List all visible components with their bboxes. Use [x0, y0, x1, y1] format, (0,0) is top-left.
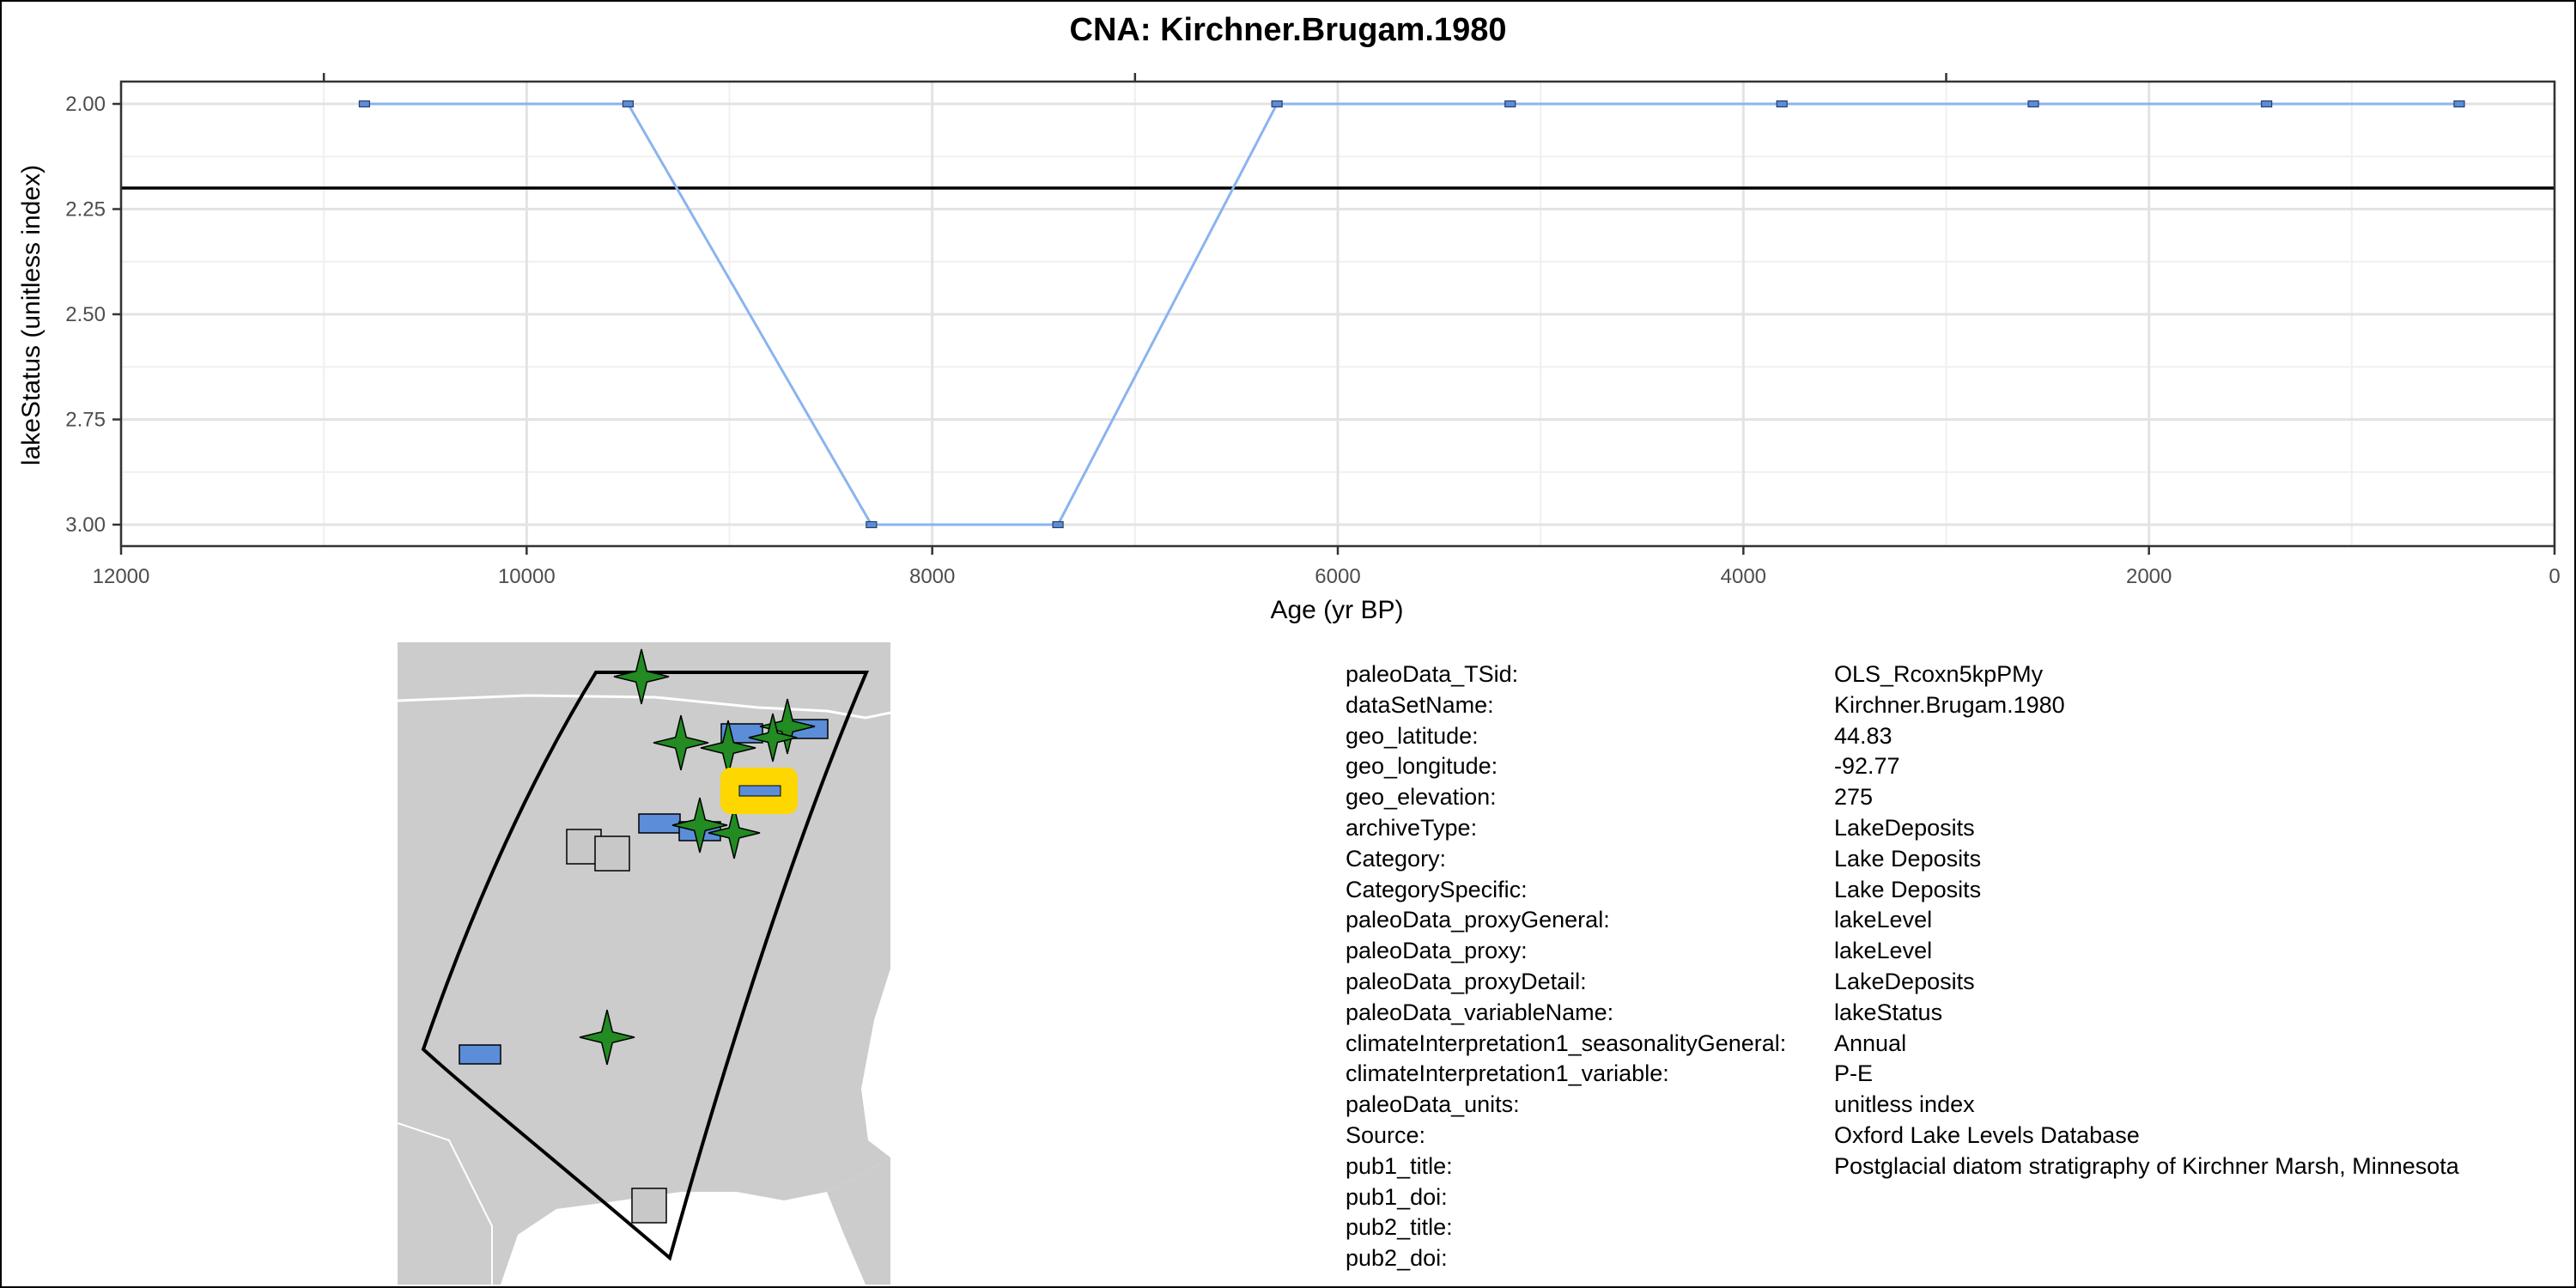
metadata-key: archiveType:	[1346, 814, 1478, 841]
metadata-value: 44.83	[1834, 722, 1893, 749]
map-marker-star	[708, 806, 761, 860]
metadata-value: Lake Deposits	[1834, 845, 1982, 872]
metadata-key: dataSetName:	[1346, 691, 1494, 718]
metadata-key: paleoData_variableName:	[1346, 999, 1614, 1025]
metadata-key: Category:	[1346, 845, 1447, 872]
map-peninsula	[827, 1157, 890, 1285]
map-ocean-atlantic	[861, 969, 890, 1157]
map-coastline-north	[398, 694, 890, 720]
metadata-key: climateInterpretation1_seasonalityGenera…	[1346, 1030, 1787, 1056]
map-marker-star	[613, 648, 670, 705]
metadata-key: paleoData_proxyGeneral:	[1346, 907, 1610, 933]
data-point	[1504, 100, 1516, 108]
y-tick-label: 2.25	[65, 198, 106, 222]
metadata-value: lakeLevel	[1834, 938, 1933, 964]
map-markers	[459, 648, 829, 1224]
chart-title: CNA: Kirchner.Brugam.1980	[1069, 12, 1507, 48]
map-land	[398, 642, 890, 1285]
data-point	[2027, 100, 2039, 108]
map-marker-star	[671, 797, 728, 854]
y-axis-label: lakeStatus (unitless index)	[17, 165, 46, 465]
metadata-value: Lake Deposits	[1834, 876, 1982, 902]
map-marker-rect	[738, 785, 781, 797]
map-marker-rect	[459, 1044, 501, 1065]
y-tick-label: 3.00	[65, 513, 106, 537]
y-tick-label: 2.50	[65, 303, 106, 326]
metadata-value: lakeLevel	[1834, 907, 1933, 933]
y-tick-label: 2.00	[65, 93, 106, 116]
data-point	[866, 520, 878, 529]
site-map	[398, 642, 890, 1285]
labels-layer: Age (yr BP) lakeStatus (unitless index)	[17, 165, 1404, 624]
series-line	[364, 102, 2460, 526]
data-point	[1776, 100, 1788, 108]
x-tick-label: 6000	[1315, 565, 1360, 588]
data-point	[1271, 100, 1283, 108]
y-tick-label: 2.75	[65, 409, 106, 432]
data-point	[622, 100, 635, 108]
data-point	[1052, 520, 1064, 529]
metadata-value: P-E	[1834, 1060, 1874, 1087]
metadata-key: pub2_title:	[1346, 1214, 1453, 1241]
metadata-key: paleoData_proxyDetail:	[1346, 968, 1587, 994]
x-tick-label: 12000	[93, 565, 150, 588]
map-marker-square	[594, 835, 630, 872]
x-tick-label: 0	[2549, 565, 2560, 588]
map-ocean-gulf	[501, 1157, 890, 1285]
x-tick-label: 4000	[1721, 565, 1766, 588]
map-marker-rect	[638, 813, 681, 834]
x-axis-label: Age (yr BP)	[1270, 596, 1403, 624]
metadata-key: geo_elevation:	[1346, 784, 1497, 811]
series-layer	[358, 100, 2465, 529]
metadata-value: Postglacial diatom stratigraphy of Kirch…	[1834, 1152, 2459, 1179]
metadata-value: Annual	[1834, 1030, 1907, 1056]
map-marker-star	[748, 713, 798, 762]
metadata-key: climateInterpretation1_variable:	[1346, 1060, 1669, 1087]
metadata-value: lakeStatus	[1834, 999, 1943, 1025]
x-tick-label: 2000	[2126, 565, 2172, 588]
map-state-border	[398, 1122, 493, 1285]
map-marker-star	[579, 1009, 635, 1066]
x-tick-label: 10000	[498, 565, 556, 588]
map-marker-square	[631, 1188, 667, 1224]
metadata-value: Kirchner.Brugam.1980	[1834, 691, 2065, 718]
metadata-value: 275	[1834, 784, 1874, 811]
metadata-key: pub1_title:	[1346, 1152, 1453, 1179]
metadata-value: LakeDeposits	[1834, 968, 1975, 994]
metadata-value: unitless index	[1834, 1091, 1975, 1118]
metadata-key: paleoData_units:	[1346, 1091, 1520, 1118]
map-marker-star	[653, 714, 709, 771]
metadata-key: geo_latitude:	[1346, 722, 1479, 749]
metadata-key: Source:	[1346, 1121, 1426, 1148]
metadata-key: CategorySpecific:	[1346, 876, 1528, 902]
metadata-value: Oxford Lake Levels Database	[1834, 1121, 2140, 1148]
axes-layer: 12000 10000 8000 6000 4000 2000 0 2.00 2.25 2.50 2…	[65, 73, 2561, 588]
data-point	[358, 100, 370, 108]
metadata-key: paleoData_proxy:	[1346, 938, 1528, 964]
metadata-key: pub2_doi:	[1346, 1245, 1448, 1272]
metadata-key: geo_longitude:	[1346, 753, 1498, 780]
metadata-value: -92.77	[1834, 753, 1900, 780]
metadata-key: paleoData_TSid:	[1346, 661, 1519, 687]
data-point	[2453, 100, 2465, 108]
metadata-value: OLS_Rcoxn5kpPMy	[1834, 661, 2044, 687]
region-boundary	[421, 671, 870, 1261]
data-point	[2261, 100, 2273, 108]
chart-plot: 12000 10000 8000 6000 4000 2000 0 2.00 2.25 2.50 2…	[17, 73, 2561, 624]
metadata-key: pub1_doi:	[1346, 1183, 1448, 1210]
metadata-value: LakeDeposits	[1834, 814, 1975, 841]
map-water-north	[501, 642, 890, 721]
x-tick-label: 8000	[909, 565, 955, 588]
